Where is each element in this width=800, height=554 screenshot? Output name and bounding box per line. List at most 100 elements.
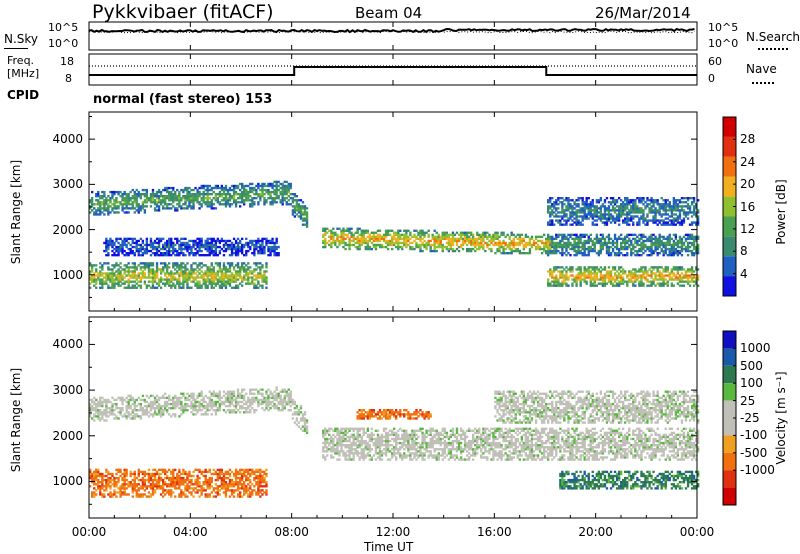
power-cell: [303, 217, 307, 220]
power-cell: [516, 233, 519, 237]
power-cell: [149, 245, 153, 249]
power-cell: [149, 243, 153, 247]
power-cell: [103, 262, 106, 265]
power-cell: [113, 241, 116, 245]
velocity-cell: [164, 468, 167, 472]
power-cell: [405, 241, 408, 245]
power-cell: [607, 235, 611, 239]
velocity-cell: [141, 476, 145, 480]
power-cell: [121, 207, 124, 210]
power-cell: [618, 284, 621, 287]
power-cell: [441, 233, 444, 237]
power-cell: [334, 243, 337, 247]
power-cell: [277, 254, 280, 257]
power-cell: [267, 184, 270, 188]
power-cell: [226, 270, 230, 273]
power-cell: [380, 243, 384, 247]
power-cell: [127, 274, 130, 277]
velocity-cell: [157, 409, 161, 412]
power-cell: [613, 245, 617, 249]
power-cell: [172, 284, 175, 287]
power-cell: [567, 276, 570, 279]
power-cell: [275, 245, 278, 249]
power-cell: [494, 237, 497, 241]
power-cell: [143, 243, 147, 247]
power-cell: [399, 233, 402, 237]
power-cell: [172, 264, 175, 267]
power-cell: [127, 280, 130, 283]
power-cell: [599, 266, 603, 269]
power-cell: [439, 239, 442, 243]
power-cell: [346, 235, 349, 239]
power-cell: [555, 282, 558, 285]
power-cell: [530, 245, 534, 249]
power-cell: [555, 245, 558, 249]
power-cell: [164, 243, 167, 247]
power-cell: [411, 235, 414, 239]
power-cell: [662, 280, 665, 283]
power-cell: [157, 243, 161, 247]
power-cell: [591, 268, 594, 271]
power-cell: [589, 280, 592, 283]
power-cell: [340, 233, 343, 237]
velocity-cell: [125, 407, 128, 410]
power-cell: [607, 241, 611, 245]
power-cell: [472, 247, 475, 251]
power-cell: [593, 268, 596, 271]
power-cell: [180, 245, 183, 249]
power-cell: [275, 190, 278, 194]
power-cell: [668, 219, 671, 222]
power-cell: [186, 276, 189, 279]
power-cell: [143, 264, 147, 267]
power-cell: [644, 268, 647, 271]
power-cell: [690, 201, 694, 204]
power-cell: [301, 201, 305, 204]
velocity-cell: [147, 495, 151, 498]
power-cell: [182, 207, 185, 210]
power-cell: [111, 282, 114, 285]
velocity-cell: [111, 495, 114, 498]
power-cell: [638, 209, 641, 212]
power-cell: [107, 254, 110, 257]
power-cell: [253, 278, 256, 281]
power-cell: [615, 219, 619, 222]
velocity-cell: [97, 485, 100, 488]
power-cell: [595, 233, 599, 237]
power-cell: [672, 243, 676, 247]
power-cell: [137, 247, 140, 251]
power-cell: [172, 276, 175, 279]
power-cell: [674, 235, 678, 239]
power-cell: [145, 245, 149, 249]
power-cell: [678, 201, 682, 204]
power-cell: [622, 272, 625, 275]
power-cell: [198, 190, 201, 194]
power-cell: [164, 199, 167, 202]
velocity-cell: [111, 396, 114, 400]
power-cell: [352, 239, 355, 243]
power-cell: [599, 270, 603, 273]
power-cell: [202, 197, 205, 200]
velocity-cell: [129, 407, 132, 410]
power-cell: [135, 282, 138, 285]
power-cell: [579, 241, 582, 245]
power-cell: [569, 268, 572, 271]
power-cell: [692, 241, 696, 245]
power-cell: [581, 254, 584, 257]
power-cell: [232, 201, 236, 204]
power-cell: [567, 241, 570, 245]
power-cell: [593, 266, 596, 269]
power-cell: [239, 195, 242, 198]
power-cell: [386, 247, 390, 251]
power-cell: [573, 237, 576, 241]
power-cell: [184, 199, 187, 202]
power-cell: [220, 195, 224, 198]
velocity-cell: [139, 478, 143, 482]
power-cell: [236, 201, 240, 204]
power-cell: [111, 190, 114, 194]
power-cell: [139, 280, 143, 283]
power-cell: [101, 282, 104, 285]
power-cell: [186, 243, 189, 247]
power-cell: [583, 233, 586, 237]
power-cell: [149, 201, 153, 204]
power-cell: [642, 221, 645, 224]
